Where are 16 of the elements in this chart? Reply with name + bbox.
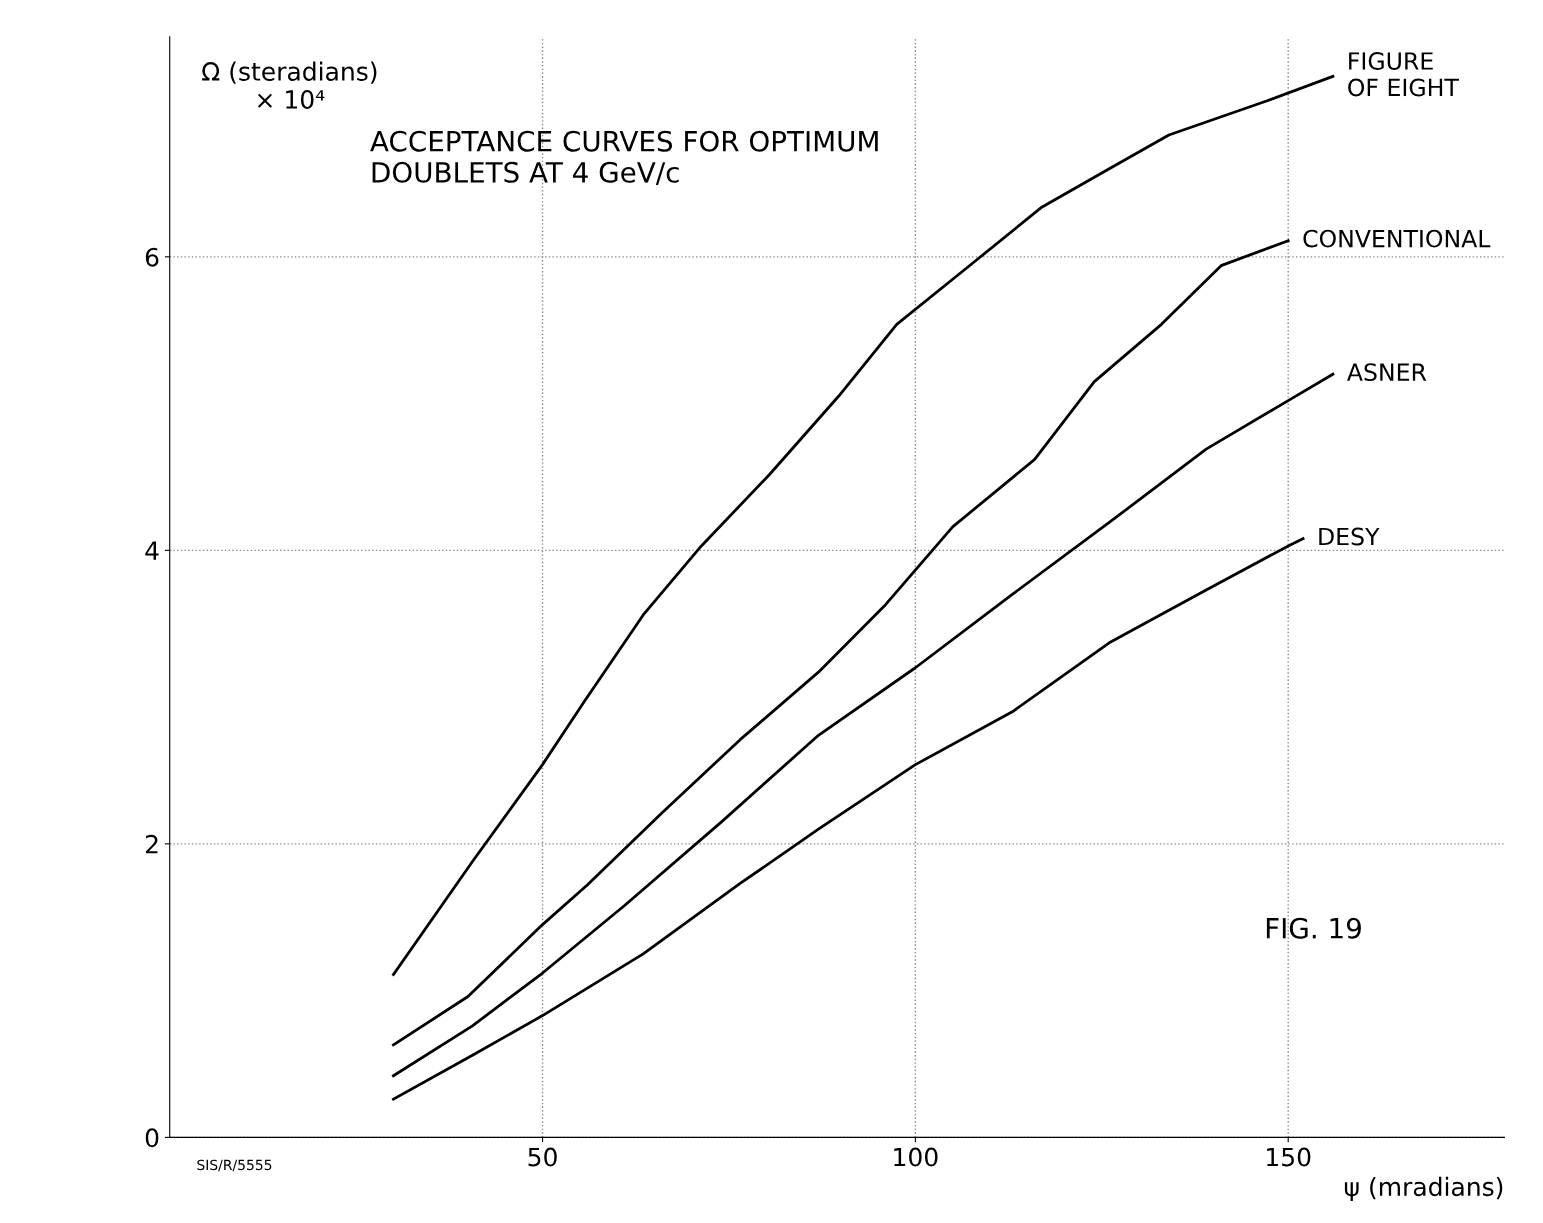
series-label: ASNER [1347, 363, 1427, 382]
y-tick-label: 4 [145, 541, 159, 560]
x-axis-title: ψ (mradians) [1344, 1176, 1503, 1202]
text: SIS/R/5555 [197, 1159, 272, 1172]
annotation: FIG. 19 [1266, 917, 1361, 939]
y-tick-label: 6 [145, 247, 159, 267]
series-label: CONVENTIONAL [1303, 229, 1491, 248]
text: ACCEPTANCE CURVES FOR OPTIMUM DOUBLETS AT 4 GeV/c [370, 130, 878, 186]
series-label: FIGURE OF EIGHT [1348, 52, 1459, 97]
x-tick-label: 150 [1267, 1147, 1311, 1167]
y-axis-title: Ω (steradians) × 10⁴ [202, 61, 377, 109]
x-tick-label: 50 [528, 1147, 557, 1167]
x-tick-label: 100 [894, 1147, 938, 1167]
y-tick-label: 2 [145, 834, 158, 854]
y-tick-label: 0 [145, 1128, 159, 1148]
series-label: DESY [1319, 527, 1380, 546]
